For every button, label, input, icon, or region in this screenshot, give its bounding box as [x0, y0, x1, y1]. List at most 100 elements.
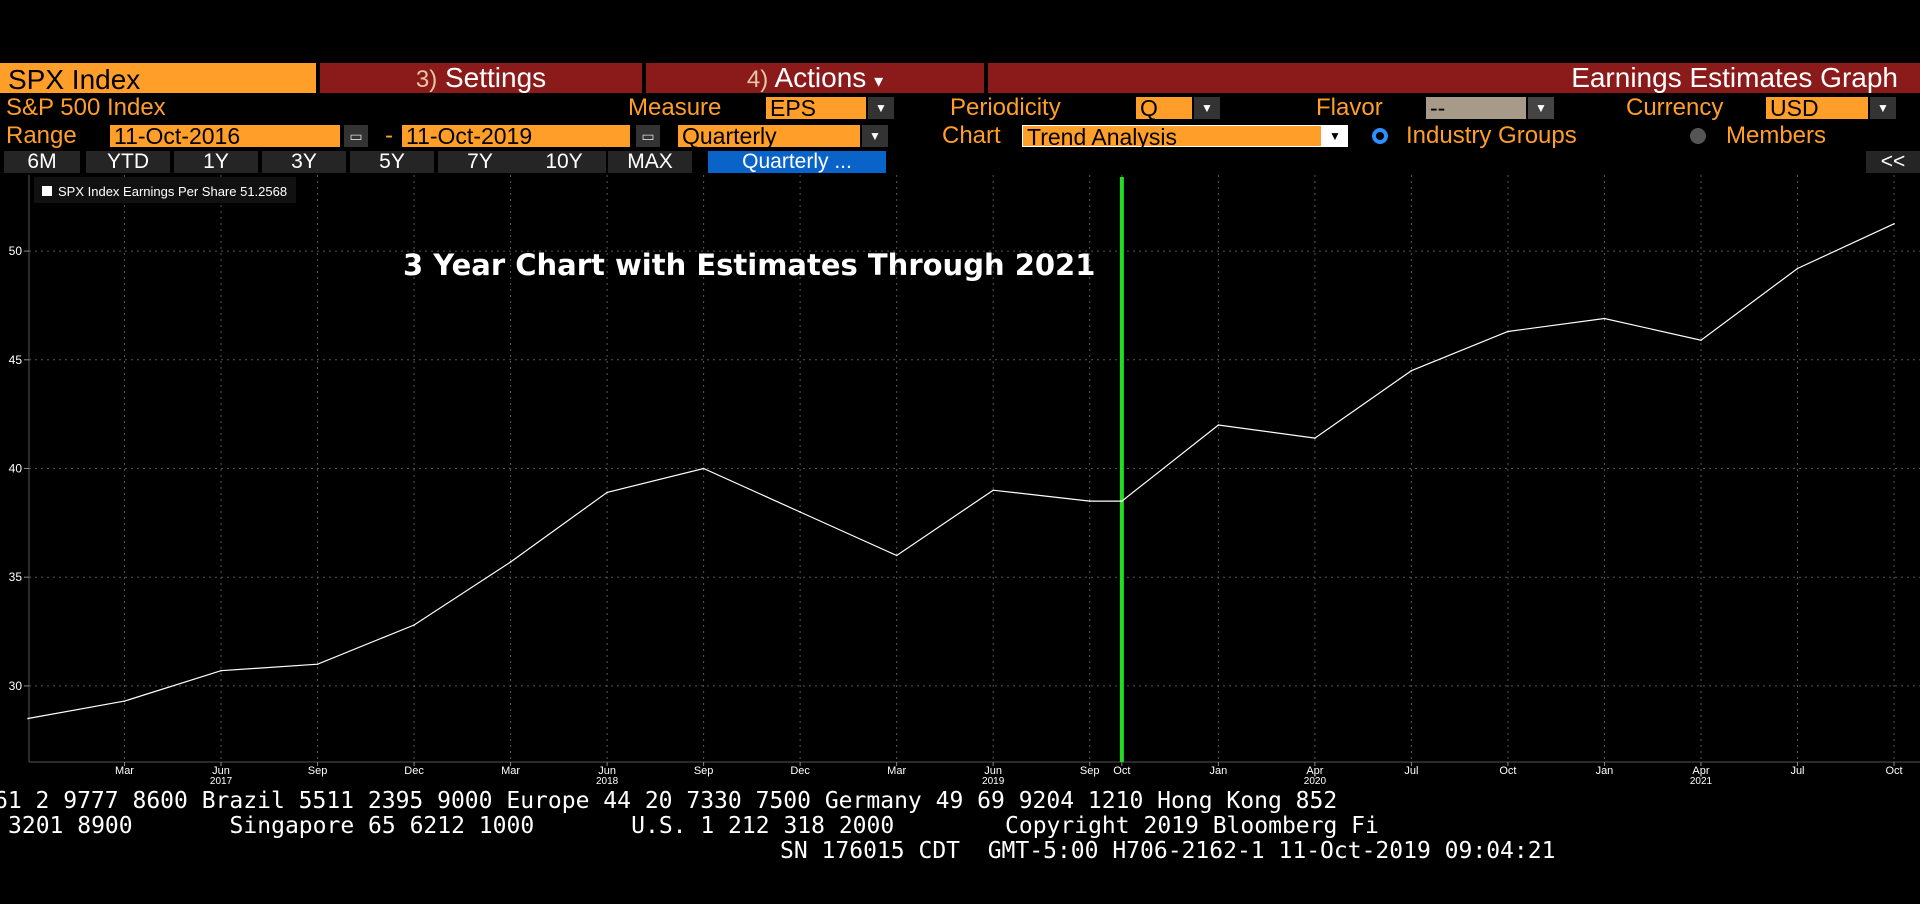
x-tick-month-label: Apr [1306, 765, 1323, 777]
quarterly-button[interactable]: Quarterly ... [708, 151, 886, 173]
calendar-icon[interactable]: ▭ [636, 125, 660, 147]
period-button-1y[interactable]: 1Y [174, 151, 258, 173]
screen-title: Earnings Estimates Graph [988, 63, 1920, 93]
actions-number: 4) [746, 66, 769, 93]
x-tick-month-label: Jul [1404, 765, 1418, 777]
y-tick-label: 50 [9, 244, 23, 258]
period-button-6m[interactable]: 6M [4, 151, 80, 173]
ticker-text: SPX Index [8, 64, 141, 95]
x-tick-month-label: Jul [1790, 765, 1804, 777]
x-tick-year-label: 2019 [982, 776, 1005, 785]
members-option[interactable]: Members [1726, 122, 1827, 149]
chevron-down-icon[interactable]: ▼ [1528, 97, 1554, 119]
ticker-input[interactable]: SPX Index [0, 63, 316, 95]
x-tick-month-label: Jun [212, 765, 230, 777]
x-tick-month-label: Sep [308, 765, 328, 777]
top-bar: SPX Index 3) Settings 4) Actions ▾ Earni… [0, 63, 1920, 95]
flavor-dropdown[interactable]: -- [1426, 97, 1526, 120]
period-button-max[interactable]: MAX [608, 151, 692, 173]
calendar-icon[interactable]: ▭ [344, 125, 368, 147]
chart-grid [29, 175, 1920, 762]
chevron-down-icon[interactable]: ▼ [1322, 125, 1348, 147]
measure-dropdown[interactable]: EPS [766, 97, 866, 120]
chart-type-label: Chart [942, 122, 1001, 149]
radio-icon[interactable] [1372, 128, 1388, 144]
periodicity-dropdown[interactable]: Q [1136, 97, 1192, 120]
legend-swatch [42, 186, 52, 196]
x-tick-month-label: Jan [1596, 765, 1614, 777]
chevron-down-icon[interactable]: ▼ [1870, 97, 1896, 119]
x-tick-month-label: Sep [694, 765, 714, 777]
x-tick-year-label: 2021 [1690, 776, 1713, 785]
x-tick-month-label: Sep [1080, 765, 1100, 777]
chevron-down-icon[interactable]: ▼ [868, 97, 894, 119]
data-point [123, 700, 126, 702]
series-line-eps [27, 223, 1895, 720]
period-button-7y[interactable]: 7Y [438, 151, 522, 173]
x-tick-month-label: Oct [1885, 765, 1902, 777]
x-tick-month-label: Jun [984, 765, 1002, 777]
y-tick-label: 45 [9, 353, 23, 367]
data-point [1603, 317, 1606, 320]
x-tick-month-label: Dec [790, 765, 810, 777]
x-tick-month-label: Oct [1499, 765, 1516, 777]
y-axis-ticks: 30 35 40 45 50 [9, 244, 29, 693]
chevron-down-icon: ▾ [874, 71, 884, 91]
frequency-dropdown[interactable]: Quarterly [678, 125, 860, 148]
x-tick-month-label: Jan [1210, 765, 1228, 777]
measure-label: Measure [628, 94, 722, 121]
data-point [992, 489, 994, 492]
footer-line-3: SN 176015 CDT GMT-5:00 H706-2162-1 11-Oc… [780, 838, 1556, 864]
actions-label: Actions [774, 62, 867, 93]
y-tick-label: 35 [9, 570, 23, 584]
x-tick-month-label: Dec [404, 765, 424, 777]
x-tick-month-label: Mar [887, 765, 906, 777]
settings-number: 3) [415, 66, 438, 93]
data-point [27, 717, 29, 720]
data-point [1507, 330, 1509, 333]
x-tick-month-label: Jun [598, 765, 616, 777]
end-date-input[interactable]: 11-Oct-2019 [402, 125, 630, 148]
currency-label: Currency [1626, 94, 1724, 121]
data-point [316, 663, 319, 665]
legend-box [34, 177, 296, 203]
x-tick-month-label: Apr [1692, 765, 1709, 777]
periodicity-label: Periodicity [950, 94, 1061, 121]
x-tick-year-label: 2018 [596, 776, 619, 785]
data-point [1217, 424, 1220, 426]
y-tick-label: 40 [9, 462, 23, 476]
x-tick-month-label: Mar [115, 765, 134, 777]
period-button-3y[interactable]: 3Y [262, 151, 346, 173]
data-point [1893, 222, 1895, 225]
data-point [1314, 437, 1316, 439]
flavor-label: Flavor [1316, 94, 1383, 121]
y-tick-label: 30 [9, 679, 23, 693]
settings-button[interactable]: 3) Settings [320, 63, 642, 93]
data-point [1700, 339, 1702, 342]
series-points [27, 222, 1895, 720]
chevron-down-icon[interactable]: ▼ [862, 125, 888, 147]
currency-dropdown[interactable]: USD [1766, 97, 1868, 120]
collapse-button[interactable]: << [1866, 151, 1920, 173]
x-tick-month-label: Mar [501, 765, 520, 777]
range-dash: - [385, 122, 393, 149]
industry-groups-option[interactable]: Industry Groups [1406, 122, 1577, 149]
data-point [220, 669, 222, 672]
x-tick-year-label: 2017 [210, 776, 233, 785]
actions-button[interactable]: 4) Actions ▾ [646, 63, 984, 93]
radio-icon[interactable] [1690, 128, 1706, 144]
data-point [1796, 267, 1799, 270]
chart-type-dropdown[interactable]: Trend Analysis [1022, 125, 1322, 149]
chart-title: 3 Year Chart with Estimates Through 2021 [403, 248, 1095, 282]
period-button-5y[interactable]: 5Y [350, 151, 434, 173]
chevron-down-icon[interactable]: ▼ [1194, 97, 1220, 119]
period-button-10y[interactable]: 10Y [522, 151, 606, 173]
legend-text: SPX Index Earnings Per Share 51.2568 [58, 184, 287, 199]
period-button-ytd[interactable]: YTD [86, 151, 170, 173]
x-tick-month-label: Oct [1113, 765, 1130, 777]
data-point [702, 467, 705, 470]
start-date-input[interactable]: 11-Oct-2016 [110, 125, 340, 148]
data-point [895, 554, 898, 557]
x-tick-year-label: 2020 [1304, 776, 1327, 785]
